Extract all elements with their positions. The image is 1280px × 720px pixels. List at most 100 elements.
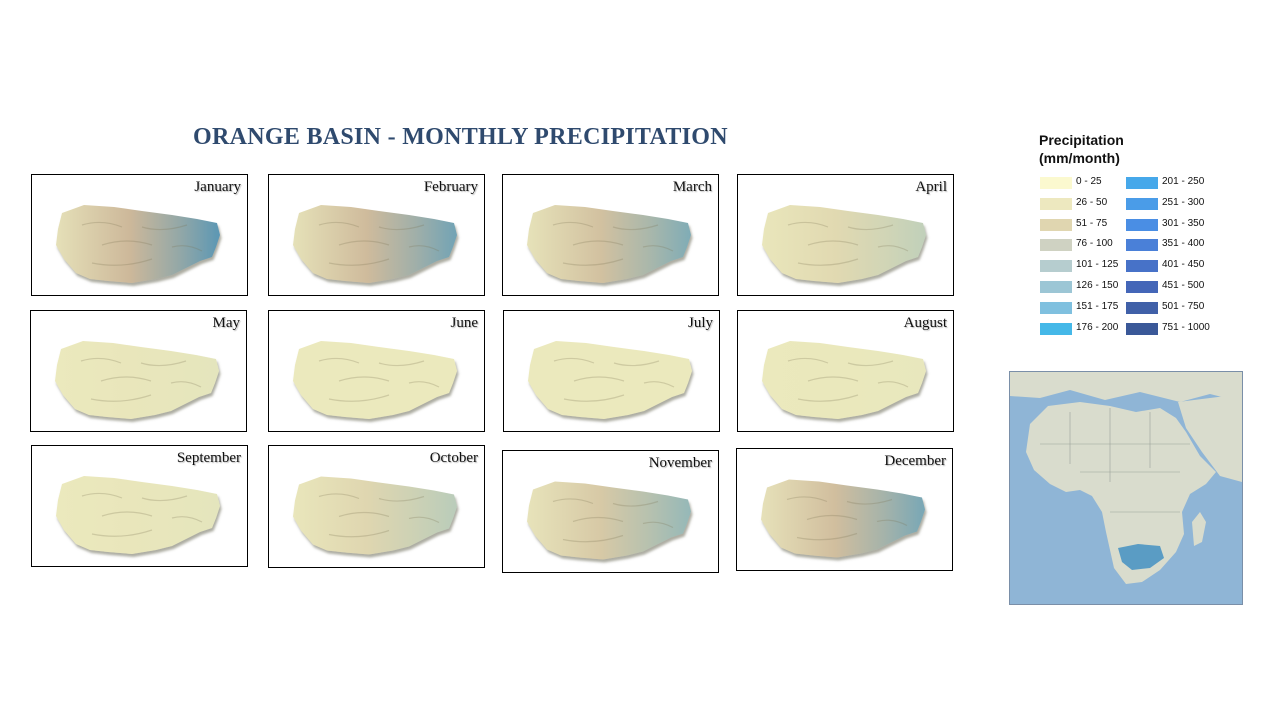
legend-label: 101 - 125 [1076, 259, 1119, 271]
orange-basin-highlight [1118, 544, 1164, 570]
legend-swatch [1040, 218, 1072, 231]
legend-label: 751 - 1000 [1162, 321, 1210, 333]
orange-basin-shape [761, 479, 925, 558]
map-panel-december: December [736, 448, 953, 571]
orange-basin-shape [528, 341, 692, 419]
month-label: June [450, 315, 479, 331]
terrain-relief [553, 357, 675, 402]
basin-map [761, 479, 925, 558]
arabia-landmass [1178, 394, 1242, 482]
orange-basin-shape [293, 205, 457, 283]
basin-map [293, 476, 457, 555]
terrain-relief [552, 221, 674, 266]
legend-label: 351 - 400 [1162, 238, 1205, 250]
terrain-relief [81, 221, 203, 266]
orange-basin-shape [293, 341, 457, 419]
map-panel-october: October [268, 445, 485, 568]
legend-title-line2: (mm/month) [1039, 150, 1120, 166]
legend-label: 201 - 250 [1162, 176, 1205, 187]
basin-map [293, 341, 457, 419]
europe-landmass [1010, 372, 1242, 402]
terrain-relief [318, 493, 440, 538]
legend-swatch [1040, 177, 1072, 189]
map-panel-may: May [30, 310, 247, 432]
legend-label: 251 - 300 [1162, 196, 1205, 208]
legend-label: 0 - 25 [1076, 176, 1102, 187]
map-panel-february: February [268, 174, 485, 296]
legend-label: 51 - 75 [1076, 217, 1108, 229]
orange-basin-shape [56, 205, 220, 283]
terrain-relief [786, 496, 908, 541]
basin-map [528, 341, 692, 419]
legend-swatch [1126, 281, 1158, 293]
terrain-relief [787, 221, 909, 266]
map-panel-july: July [503, 310, 720, 432]
legend-label: 26 - 50 [1076, 196, 1108, 208]
map-panel-january: January [31, 174, 248, 296]
map-panel-june: June [268, 310, 485, 432]
month-label: May [212, 315, 241, 331]
basin-map [56, 205, 220, 283]
country-borders [1040, 408, 1190, 513]
month-label: November [648, 455, 712, 471]
legend-label: 401 - 450 [1162, 259, 1205, 271]
basin-map [762, 341, 926, 419]
africa-locator-map [1009, 371, 1243, 605]
map-panel-september: September [31, 445, 248, 567]
legend-swatch [1040, 239, 1072, 252]
month-label: December [884, 453, 946, 469]
month-label: March [672, 179, 712, 195]
legend-swatch [1126, 177, 1158, 189]
basin-map [55, 341, 219, 419]
page-title: ORANGE BASIN - MONTHLY PRECIPITATION [193, 124, 728, 150]
legend-swatch [1126, 301, 1158, 314]
orange-basin-shape [527, 205, 691, 283]
basin-map [56, 476, 220, 554]
africa-locator-svg [1010, 372, 1242, 604]
legend-swatch [1040, 197, 1072, 210]
terrain-relief [787, 357, 909, 402]
basin-map [762, 205, 926, 283]
orange-basin-shape [762, 341, 926, 419]
legend-title: Precipitation (mm/month) [1039, 131, 1124, 167]
legend-swatch [1126, 260, 1158, 273]
orange-basin-shape [56, 476, 220, 554]
legend-swatch [1040, 301, 1072, 314]
basin-map [527, 205, 691, 283]
terrain-relief [81, 492, 203, 537]
legend-label: 76 - 100 [1076, 238, 1113, 250]
legend-swatch [1126, 322, 1158, 335]
legend-label: 501 - 750 [1162, 300, 1205, 312]
month-label: October [429, 450, 478, 466]
orange-basin-shape [762, 205, 926, 283]
madagascar [1192, 512, 1206, 546]
legend-label: 176 - 200 [1076, 321, 1119, 333]
map-panel-november: November [502, 450, 719, 573]
legend-swatch [1126, 239, 1158, 252]
orange-basin-shape [55, 341, 219, 419]
month-label: September [176, 450, 241, 466]
legend-swatch [1126, 197, 1158, 210]
africa-landmass [1026, 402, 1216, 584]
map-panel-april: April [737, 174, 954, 296]
orange-basin-shape [527, 481, 691, 560]
terrain-relief [552, 498, 674, 543]
basin-map [527, 481, 691, 560]
legend-swatch [1040, 322, 1072, 335]
terrain-relief [318, 357, 440, 402]
month-label: January [194, 179, 241, 195]
month-label: February [423, 179, 478, 195]
legend-label: 126 - 150 [1076, 280, 1119, 291]
legend-title-line1: Precipitation [1039, 132, 1124, 148]
legend-label: 451 - 500 [1162, 280, 1205, 291]
terrain-relief [318, 221, 440, 266]
month-label: August [903, 315, 947, 331]
legend-swatch [1040, 260, 1072, 273]
map-panel-august: August [737, 310, 954, 432]
legend-label: 151 - 175 [1076, 300, 1119, 312]
legend-swatch [1040, 281, 1072, 293]
legend-swatch [1126, 218, 1158, 231]
map-panel-march: March [502, 174, 719, 296]
terrain-relief [80, 357, 202, 402]
orange-basin-shape [293, 476, 457, 555]
